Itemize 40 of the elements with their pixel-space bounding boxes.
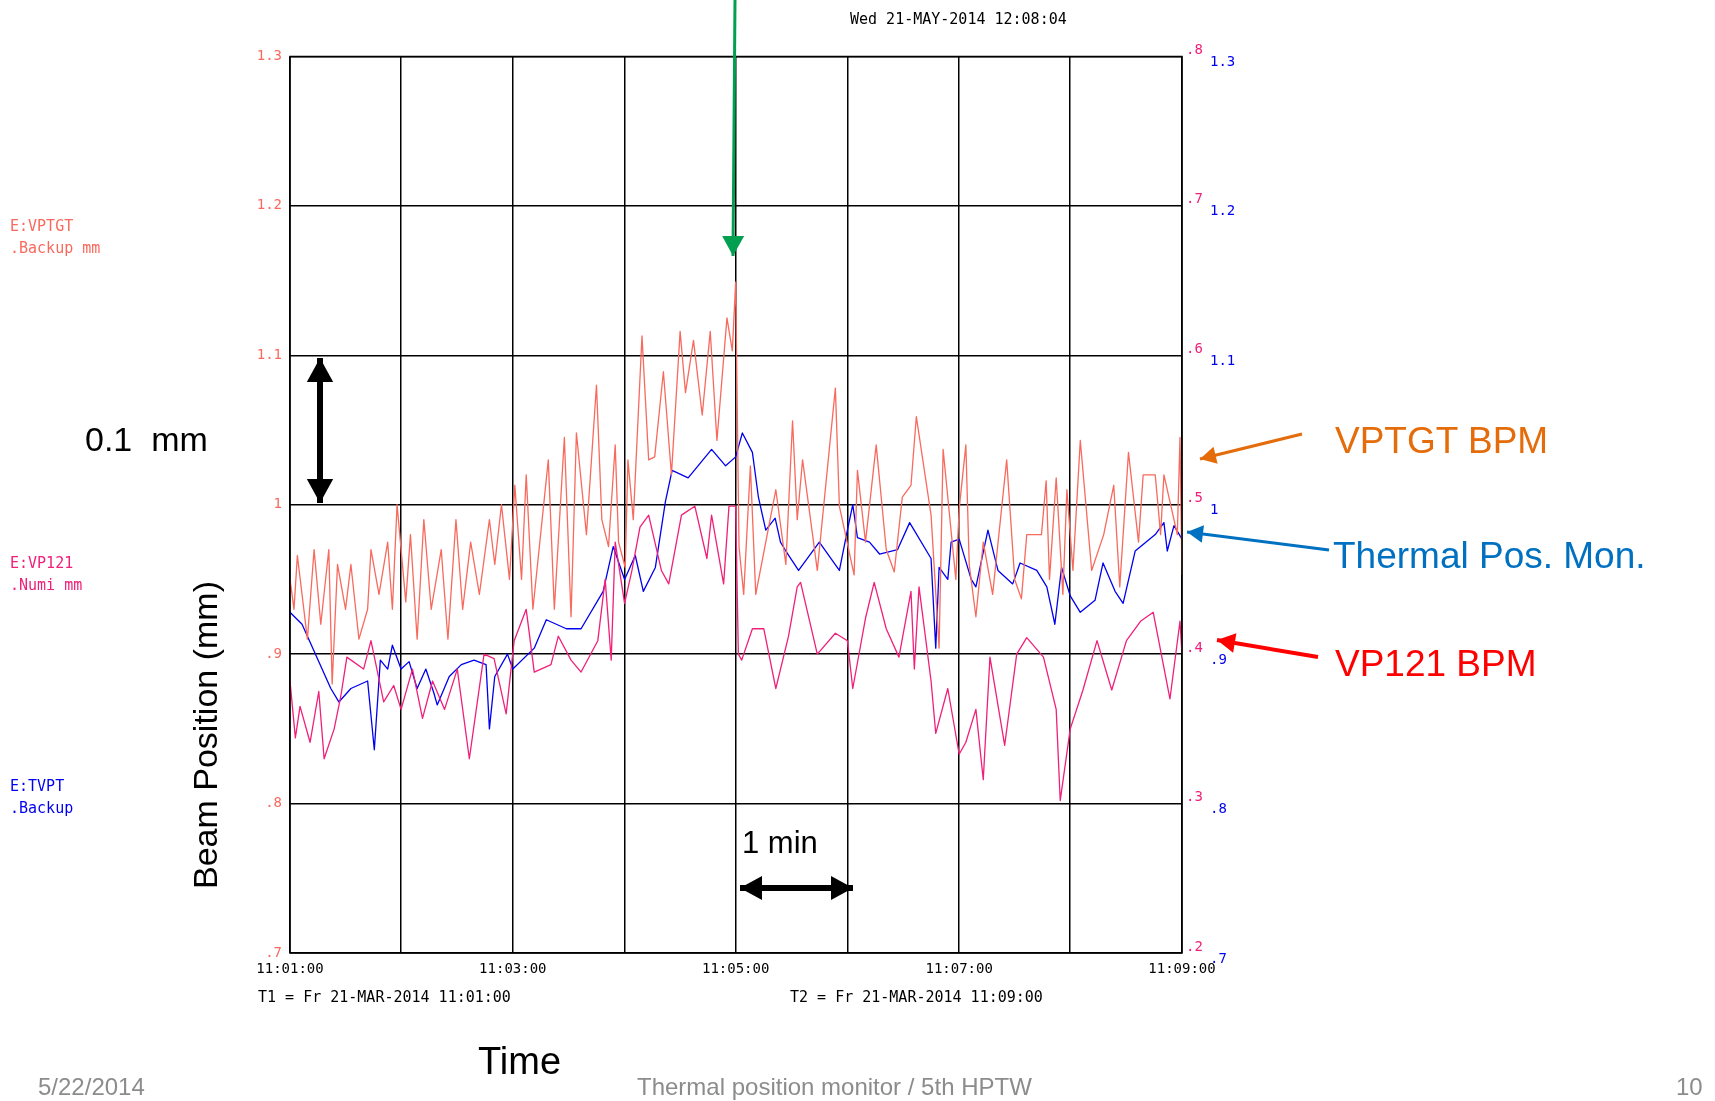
y3-tick-label: 1 bbox=[1210, 501, 1219, 518]
x-tick-label: 11:03:00 bbox=[479, 960, 547, 977]
y-tick-label: 1.3 bbox=[256, 47, 282, 64]
y3-tick-label: 1.2 bbox=[1210, 202, 1236, 219]
y2-tick-label: .2 bbox=[1186, 937, 1203, 954]
x-tick-label: 11:01:00 bbox=[256, 960, 324, 977]
text: E:VPTGT .Backup mm bbox=[10, 216, 102, 259]
y3-tick-label: .8 bbox=[1210, 800, 1227, 817]
y-tick-label: .8 bbox=[265, 794, 282, 811]
x-tick-label: 11:07:00 bbox=[925, 960, 993, 977]
text: VPTGT BPM bbox=[1335, 420, 1549, 462]
y-axis-title: Beam Position (mm) bbox=[185, 581, 225, 889]
y-tick-label: 1.2 bbox=[256, 196, 282, 213]
y3-tick-label: 1.1 bbox=[1210, 351, 1236, 368]
text: Wed 21-MAY-2014 12:08:04 bbox=[850, 10, 1067, 28]
y2-tick-label: .3 bbox=[1186, 788, 1203, 805]
y-tick-label: 1 bbox=[273, 495, 282, 512]
text: T2 = Fr 21-MAR-2014 11:09:00 bbox=[790, 988, 1043, 1006]
text: T1 = Fr 21-MAR-2014 11:01:00 bbox=[258, 988, 511, 1006]
y2-tick-label: .6 bbox=[1186, 339, 1203, 356]
y-tick-label: 1.1 bbox=[256, 345, 282, 362]
text: E:VP121 .Numi mm bbox=[10, 553, 84, 596]
y2-tick-label: .4 bbox=[1186, 638, 1203, 655]
y2-tick-label: .5 bbox=[1186, 489, 1203, 506]
annotation: 1 min bbox=[742, 825, 818, 861]
x-tick-label: 11:05:00 bbox=[701, 960, 770, 977]
text: 10 bbox=[1676, 1073, 1703, 1101]
text: 5/22/2014 bbox=[38, 1073, 145, 1101]
text: Thermal position monitor / 5th HPTW bbox=[637, 1073, 1032, 1101]
y-tick-label: .7 bbox=[265, 943, 282, 960]
x-axis-title: Time bbox=[478, 1040, 562, 1083]
y2-tick-label: .7 bbox=[1186, 190, 1203, 207]
text: 0.1 mm bbox=[85, 420, 208, 459]
y-tick-label: .9 bbox=[265, 644, 282, 661]
text: VP121 BPM bbox=[1335, 643, 1537, 685]
text: Thermal Pos. Mon. bbox=[1333, 535, 1646, 577]
text: E:TVPT .Backup bbox=[10, 776, 75, 819]
y3-tick-label: .9 bbox=[1210, 650, 1227, 667]
y3-tick-label: 1.3 bbox=[1210, 53, 1236, 70]
y2-tick-label: .8 bbox=[1186, 41, 1203, 58]
